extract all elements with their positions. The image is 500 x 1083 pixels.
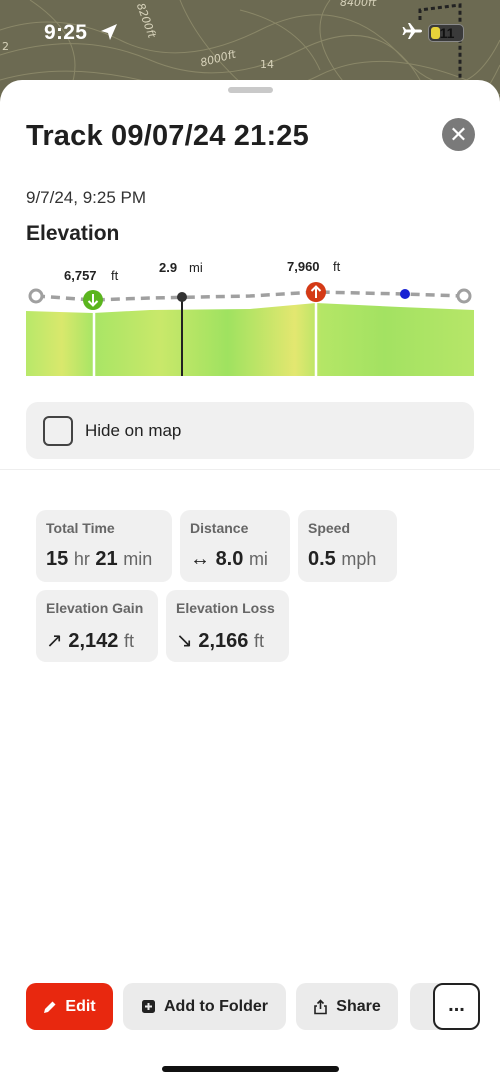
map-contour-label: 14 [260,58,274,71]
stat-label: Elevation Gain [46,600,144,616]
elevation-heading: Elevation [26,222,120,245]
stat-distance: Distance ↔ 8.0 mi [180,510,290,582]
edit-button-label: Edit [65,997,96,1015]
hide-on-map-row[interactable]: Hide on map [26,402,474,459]
close-icon: ✕ [449,122,468,147]
low-elevation-unit: ft [111,268,119,283]
track-title: Track 09/07/24 21:25 [26,120,309,152]
cursor-distance-unit: mi [189,260,203,275]
high-elevation-unit: ft [333,259,341,274]
stat-value: 15 hr 21 min [46,548,153,570]
elevation-chart[interactable]: 6,757 ft 2.9 mi 7,960 ft [0,250,500,385]
share-button[interactable]: Share [296,983,398,1030]
folder-plus-icon [142,1000,155,1013]
track-start-point [28,288,44,304]
edit-button[interactable]: Edit [26,983,113,1030]
status-time: 9:25 [44,21,88,44]
low-elevation-value: 6,757 [64,268,97,283]
share-icon [314,998,328,1014]
ellipsis-icon: ... [448,994,465,1016]
battery-level-fill [431,27,440,39]
sheet-grabber[interactable] [228,87,273,93]
add-to-folder-button[interactable]: Add to Folder [123,983,286,1030]
elevation-profile-area [26,303,474,376]
battery-percent: 11 [439,25,455,41]
arrow-up-right-icon: ↗ [46,630,63,652]
more-button[interactable]: ... [433,983,480,1030]
map-contour-label: 2 [2,40,9,53]
pencil-icon [44,1001,56,1013]
stat-value: ↗ 2,142 ft [46,630,134,652]
stat-label: Elevation Loss [176,600,275,616]
stat-label: Total Time [46,520,115,536]
stat-value: 0.5 mph [308,548,377,570]
track-end-point [456,288,472,304]
share-button-label: Share [336,997,381,1015]
current-position-point [400,289,410,299]
arrow-up-icon [310,285,322,298]
section-divider [0,469,500,470]
status-bar: 9:25 11 [0,0,500,70]
hide-on-map-label: Hide on map [85,421,182,440]
high-elevation-value: 7,960 [287,259,320,274]
arrow-down-right-icon: ↘ [176,630,193,652]
airplane-icon [401,22,423,46]
track-datetime: 9/7/24, 9:25 PM [26,188,147,207]
track-detail-sheet: Track 09/07/24 21:25 ✕ 9/7/24, 9:25 PM E… [0,80,500,1083]
home-indicator[interactable] [162,1066,339,1072]
battery-icon: 11 [428,24,464,42]
stat-speed: Speed 0.5 mph [298,510,397,582]
cursor-distance-value: 2.9 [159,260,177,275]
stat-value: ↘ 2,166 ft [176,630,264,652]
stat-elevation-loss: Elevation Loss ↘ 2,166 ft [166,590,289,662]
stat-elevation-gain: Elevation Gain ↗ 2,142 ft [36,590,158,662]
arrow-down-icon [87,294,99,307]
elevation-dotted-track [35,290,465,302]
map-contour-label: 8400ft [340,0,377,9]
close-button[interactable]: ✕ [442,118,475,151]
distance-arrows-icon: ↔ [190,548,210,570]
stat-total-time: Total Time 15 hr 21 min [36,510,172,582]
hide-on-map-checkbox[interactable] [43,416,73,446]
location-arrow-icon [100,23,118,46]
stat-value: ↔ 8.0 mi [190,548,268,570]
stat-label: Speed [308,520,351,536]
action-toolbar: Edit Add to Folder Share [0,983,500,1033]
cursor-point [177,292,187,302]
add-to-folder-label: Add to Folder [164,997,268,1015]
stat-label: Distance [190,520,249,536]
